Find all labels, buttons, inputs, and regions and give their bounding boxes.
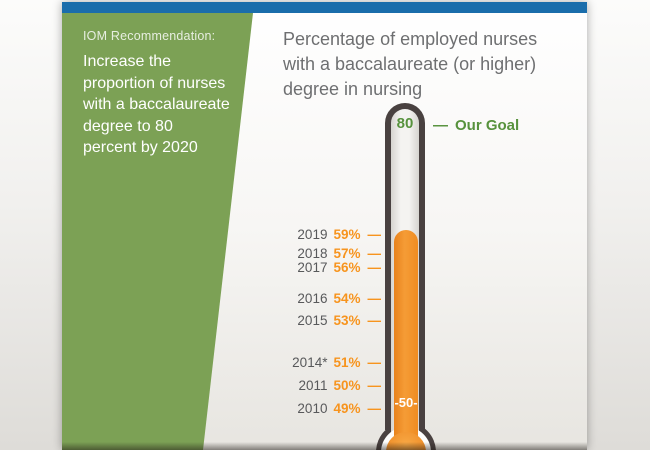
row-value: 53%	[333, 313, 361, 328]
row-year: 2011	[298, 378, 328, 393]
goal-tick-dash: —	[433, 117, 448, 134]
goal-label: Our Goal	[455, 117, 520, 134]
row-value: 51%	[333, 355, 361, 370]
thermometer-mercury-column	[394, 230, 418, 442]
row-tick: —	[367, 401, 382, 416]
bottom-edge-shadow	[62, 442, 587, 450]
row-year: 2010	[297, 401, 328, 416]
thermometer-row: 2011 50% —	[298, 378, 381, 394]
row-value: 49%	[333, 401, 361, 416]
row-value: 56%	[333, 260, 361, 275]
row-tick: —	[367, 246, 382, 261]
recommendation-body: Increase the proportion of nurses with a…	[83, 53, 230, 156]
row-year: 2014*	[292, 355, 328, 370]
scale-mark-50: -50-	[394, 395, 418, 410]
row-value: 59%	[333, 227, 361, 242]
row-tick: —	[367, 378, 382, 393]
row-year: 2015	[297, 313, 328, 328]
thermometer-row: 2014* 51% —	[292, 355, 381, 371]
top-blue-bar	[62, 2, 587, 13]
goal-value: 80	[396, 115, 414, 132]
row-value: 50%	[333, 378, 361, 393]
row-tick: —	[367, 291, 382, 306]
infographic-card: IOM Recommendation: Increase the proport…	[62, 2, 587, 450]
thermometer-row: 2015 53% —	[297, 313, 381, 329]
thermometer-row: 2017 56% —	[297, 260, 381, 276]
row-tick: —	[367, 260, 382, 275]
year-rows: 2019 59% — 2018 57% — 2017 56% — 2016 54% — 2015 53% —…	[62, 2, 587, 450]
goal-callout: — Our Goal	[433, 117, 519, 134]
row-year: 2017	[297, 260, 328, 275]
row-tick: —	[367, 355, 382, 370]
row-year: 2019	[297, 227, 328, 242]
thermometer-row: 2018 57% —	[297, 246, 381, 262]
recommendation-heading: IOM Recommendation:	[83, 29, 216, 43]
row-year: 2018	[297, 246, 328, 261]
thermometer-row: 2010 49% —	[297, 401, 381, 417]
row-tick: —	[367, 227, 382, 242]
chart-title: Percentage of employed nurses with a bac…	[283, 29, 538, 99]
row-tick: —	[367, 313, 382, 328]
row-value: 54%	[333, 291, 361, 306]
row-value: 57%	[333, 246, 361, 261]
thermometer-row: 2016 54% —	[297, 291, 381, 307]
row-year: 2016	[297, 291, 328, 306]
thermometer-row: 2019 59% —	[297, 227, 381, 243]
